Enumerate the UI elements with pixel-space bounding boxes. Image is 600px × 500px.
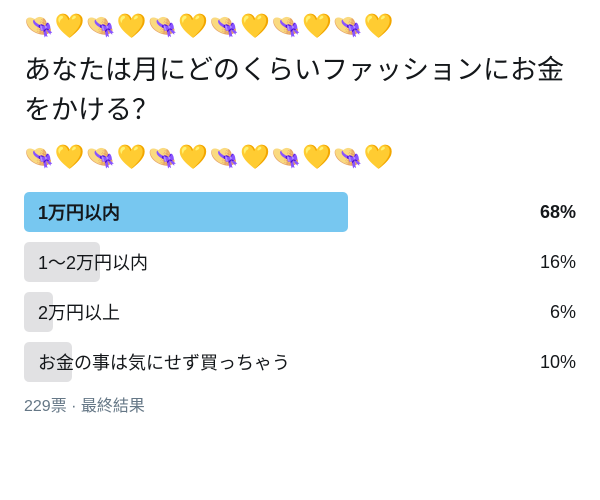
- poll-footer: 229票 · 最終結果: [24, 392, 576, 416]
- poll-option[interactable]: お金の事は気にせず買っちゃう 10%: [24, 342, 576, 382]
- poll-results: 1万円以内 68% 1〜2万円以内 16% 2万円以上 6% お金の事は気にせず買っちゃう 1…: [24, 192, 576, 382]
- poll-bar-wrap: 2万円以上: [24, 292, 500, 332]
- poll-bar-wrap: 1万円以内: [24, 192, 500, 232]
- poll-option[interactable]: 1〜2万円以内 16%: [24, 242, 576, 282]
- emoji-decoration-bottom: 👒💛👒💛👒💛👒💛👒💛👒💛: [24, 141, 576, 175]
- poll-option-percent: 10%: [520, 352, 576, 373]
- poll-option[interactable]: 2万円以上 6%: [24, 292, 576, 332]
- emoji-decoration-top: 👒💛👒💛👒💛👒💛👒💛👒💛: [24, 10, 576, 44]
- poll-option-percent: 6%: [520, 302, 576, 323]
- poll-option-label: 2万円以上: [38, 299, 120, 325]
- poll-option-label: 1万円以内: [38, 199, 120, 225]
- footer-separator: ·: [67, 398, 81, 415]
- poll-question: あなたは月にどのくらいファッションにお金をかける？: [24, 50, 576, 131]
- poll-option-percent: 68%: [520, 202, 576, 223]
- poll-status: 最終結果: [81, 398, 145, 415]
- poll-bar-wrap: 1〜2万円以内: [24, 242, 500, 282]
- poll-option-label: 1〜2万円以内: [38, 249, 148, 275]
- poll-option-label: お金の事は気にせず買っちゃう: [38, 349, 290, 375]
- poll-option[interactable]: 1万円以内 68%: [24, 192, 576, 232]
- poll-bar-wrap: お金の事は気にせず買っちゃう: [24, 342, 500, 382]
- votes-count: 229票: [24, 398, 67, 415]
- poll-option-percent: 16%: [520, 252, 576, 273]
